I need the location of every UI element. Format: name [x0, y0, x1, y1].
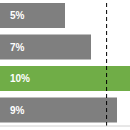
svg-text:9%: 9% [10, 105, 25, 116]
svg-text:7%: 7% [10, 42, 25, 53]
svg-text:5%: 5% [10, 10, 25, 21]
svg-text:10%: 10% [10, 73, 30, 84]
